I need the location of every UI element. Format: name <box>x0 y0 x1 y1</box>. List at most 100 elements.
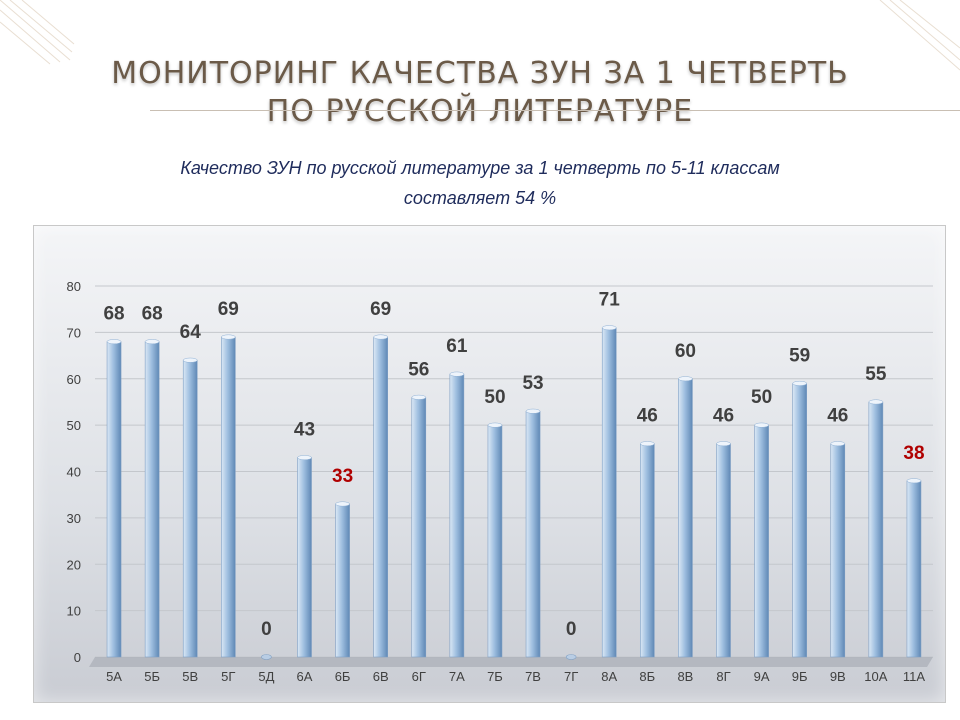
data-label: 0 <box>566 619 577 640</box>
subtitle-line2: составляет 54 % <box>403 188 557 208</box>
bar-cap <box>487 422 503 428</box>
data-label: 60 <box>675 341 696 362</box>
bar <box>449 373 465 658</box>
data-label: 69 <box>370 299 391 320</box>
data-label: 50 <box>484 387 505 408</box>
data-label: 68 <box>103 304 124 325</box>
bar-cap <box>221 334 236 340</box>
data-label: 33 <box>332 466 353 487</box>
bar <box>487 424 503 658</box>
x-tick-label: 8А <box>601 669 617 684</box>
data-label: 46 <box>713 406 734 427</box>
x-tick-label: 9Б <box>792 669 808 684</box>
data-label: 68 <box>142 304 163 325</box>
bar <box>297 457 312 658</box>
x-tick-label: 9В <box>830 669 846 684</box>
data-label: 53 <box>522 373 543 394</box>
x-tick-label: 10А <box>864 669 887 684</box>
bar-cap <box>640 441 655 447</box>
x-tick-label: 6В <box>373 669 389 684</box>
bar <box>106 341 122 658</box>
bar <box>868 401 884 658</box>
bar-cap <box>411 394 427 400</box>
bar <box>261 654 272 660</box>
data-label: 50 <box>751 387 772 408</box>
bar-cap <box>182 357 198 363</box>
bars <box>106 325 922 660</box>
data-label: 46 <box>637 406 658 427</box>
bar <box>678 378 693 658</box>
slide-title-line2: ПО РУССКОЙ ЛИТЕРАТУРЕ <box>266 94 694 129</box>
slide-title-line1: МОНИТОРИНГ КАЧЕСТВА ЗУН ЗА 1 ЧЕТВЕРТЬ <box>111 56 849 91</box>
bar <box>411 397 427 658</box>
data-label: 71 <box>599 290 621 311</box>
x-tick-label: 5Г <box>221 669 235 684</box>
bar <box>601 327 617 658</box>
data-label: 55 <box>865 364 887 385</box>
y-tick-label: 30 <box>67 511 81 526</box>
y-tick-label: 70 <box>67 325 81 340</box>
bar <box>565 654 577 660</box>
bar-cap <box>754 422 769 428</box>
bar-cap <box>373 334 388 340</box>
bar <box>716 443 731 658</box>
y-tick-label: 80 <box>67 279 81 294</box>
y-tick-label: 50 <box>67 418 81 433</box>
bar-cap <box>601 325 617 331</box>
bar <box>906 480 922 658</box>
bar <box>373 336 388 658</box>
title-divider <box>150 110 960 111</box>
y-axis-ticks: 0 10 20 30 40 50 60 70 80 <box>67 279 81 665</box>
x-tick-label: 7Г <box>564 669 578 684</box>
data-label: 61 <box>446 336 468 357</box>
data-label: 64 <box>180 322 202 343</box>
data-label: 69 <box>218 299 239 320</box>
data-label: 0 <box>261 619 272 640</box>
bar-cap <box>830 441 846 447</box>
x-tick-label: 6Г <box>412 669 426 684</box>
chart-floor <box>89 657 933 667</box>
y-tick-label: 60 <box>67 372 81 387</box>
x-tick-label: 9А <box>754 669 770 684</box>
data-label: 46 <box>827 406 848 427</box>
x-tick-label: 8В <box>677 669 693 684</box>
bar-chart: 0 10 20 30 40 50 60 70 80 5А 5Б 5В 5Г 5Д 6А 6Б 6В 6Г 7А 7Б… <box>67 279 933 684</box>
y-tick-label: 0 <box>74 650 81 665</box>
bar <box>182 359 198 658</box>
bar-cap <box>906 478 922 484</box>
bar-cap <box>144 339 160 345</box>
bar-cap <box>716 441 731 447</box>
bar <box>335 503 350 658</box>
bar-cap <box>106 339 122 345</box>
data-label: 38 <box>903 443 924 464</box>
bar-cap <box>868 399 884 405</box>
bar <box>221 336 236 658</box>
x-tick-label: 8Г <box>716 669 730 684</box>
y-tick-label: 20 <box>67 557 81 572</box>
y-tick-label: 10 <box>67 604 81 619</box>
x-tick-label: 5Д <box>258 669 274 684</box>
x-tick-label: 7А <box>449 669 465 684</box>
bar-cap <box>335 501 350 507</box>
bar-cap <box>449 371 465 377</box>
bar <box>144 341 160 658</box>
bar <box>640 443 655 658</box>
data-label: 59 <box>789 345 810 366</box>
bar <box>792 383 807 658</box>
x-tick-label: 8Б <box>639 669 655 684</box>
x-tick-label: 5Б <box>144 669 160 684</box>
y-tick-label: 40 <box>67 465 81 480</box>
data-label: 56 <box>408 359 429 380</box>
x-tick-label: 5А <box>106 669 122 684</box>
x-axis-ticks: 5А 5Б 5В 5Г 5Д 6А 6Б 6В 6Г 7А 7Б 7В 7Г 8А 8Б 8В 8Г 9А 9Б 9В… <box>106 669 925 684</box>
bar <box>525 410 541 658</box>
x-tick-label: 7В <box>525 669 541 684</box>
bar <box>754 424 769 658</box>
gridlines <box>95 285 933 658</box>
x-tick-label: 6А <box>297 669 313 684</box>
bar-cap <box>678 376 693 382</box>
data-label: 43 <box>294 420 315 441</box>
x-tick-label: 5В <box>182 669 198 684</box>
bar-cap <box>525 408 541 414</box>
bar-cap <box>792 380 807 386</box>
